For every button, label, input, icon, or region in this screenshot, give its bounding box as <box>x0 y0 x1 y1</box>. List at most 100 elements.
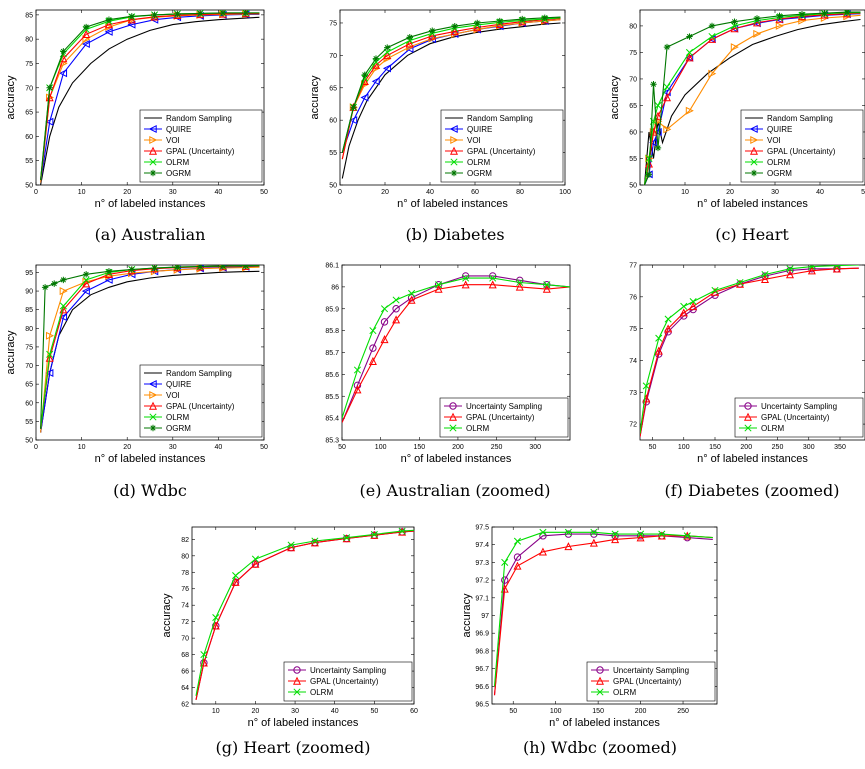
data-point <box>590 530 598 538</box>
data-point <box>349 116 358 125</box>
chart-panel-7: 10 20 30 40 50 60 62 64 66 68 70 72 74 76 78 80 82 n° of … <box>161 526 418 757</box>
data-point <box>513 553 522 561</box>
legend-label: Uncertainty Sampling <box>761 402 837 411</box>
legend-marker <box>148 124 157 134</box>
data-point <box>645 171 653 178</box>
y-tick-label: 55 <box>329 150 337 157</box>
data-point <box>382 64 391 73</box>
data-point <box>760 275 770 284</box>
legend-marker <box>596 688 604 696</box>
series-line-4 <box>643 12 861 185</box>
panel-caption: (d) Wdbc <box>113 481 187 500</box>
data-point <box>843 10 851 16</box>
legend-label: VOI <box>166 136 180 145</box>
data-point <box>564 530 573 538</box>
x-tick-label: 100 <box>375 444 387 451</box>
data-point <box>128 266 135 273</box>
data-point <box>380 305 389 313</box>
data-point <box>60 48 67 55</box>
data-point <box>680 302 688 310</box>
legend-marker <box>148 146 158 155</box>
data-point <box>353 385 362 394</box>
data-point <box>287 543 296 552</box>
data-point <box>82 29 91 39</box>
data-point <box>654 101 662 110</box>
legend: Random Sampling QUIRE VOI GPAL (Uncertainty… <box>740 109 864 183</box>
data-point <box>361 71 368 79</box>
data-point <box>46 84 53 91</box>
y-tick-label: 76 <box>181 586 189 593</box>
legend-label: OLRM <box>761 424 784 433</box>
chart-panel-3: 0 10 20 30 40 50 50 55 60 65 70 75 80 n° of labeled i… <box>609 9 865 244</box>
data-point <box>196 10 204 17</box>
data-point <box>211 621 220 630</box>
legend-marker <box>743 412 753 421</box>
legend-marker <box>450 158 458 166</box>
series-line-0 <box>342 275 570 423</box>
x-tick-label: 100 <box>559 189 571 196</box>
data-point <box>242 10 249 17</box>
series-group <box>40 265 260 433</box>
data-point <box>398 527 407 536</box>
x-axis-label: n° of labeled instances <box>401 453 512 465</box>
x-tick-label: 0 <box>338 189 342 196</box>
x-tick-label: 30 <box>291 708 299 715</box>
y-tick-label: 96.7 <box>475 666 489 673</box>
x-tick-label: 0 <box>638 189 642 196</box>
chart-panel-2: 0 20 40 60 80 100 50 55 60 65 70 75 n° of labeled in… <box>309 9 571 244</box>
x-tick-label: 40 <box>816 189 824 196</box>
data-point <box>45 368 54 377</box>
legend-label: OLRM <box>613 688 636 697</box>
x-tick-label: 100 <box>550 708 562 715</box>
data-point <box>380 335 389 344</box>
legend-marker <box>149 424 157 432</box>
x-axis-label: n° of labeled instances <box>248 717 359 729</box>
data-point <box>542 284 551 293</box>
plot-frame <box>35 264 265 441</box>
data-point <box>287 541 295 549</box>
y-tick-label: 78 <box>181 570 189 577</box>
y-tick-label: 74 <box>181 603 189 610</box>
data-point <box>707 34 717 43</box>
data-point <box>127 15 136 24</box>
y-tick-label: 72 <box>629 422 637 429</box>
x-axis-label: n° of labeled instances <box>697 198 808 210</box>
legend: Uncertainty Sampling GPAL (Uncertainty) OL… <box>283 661 413 702</box>
legend-marker <box>448 412 458 421</box>
data-point <box>350 104 357 111</box>
y-tick-label: 96.6 <box>475 684 489 691</box>
series-group <box>40 10 260 185</box>
data-point <box>104 20 113 29</box>
y-tick-label: 85.7 <box>325 350 339 357</box>
data-point <box>369 344 377 352</box>
legend: Uncertainty Sampling GPAL (Uncertainty) OL… <box>734 397 864 438</box>
data-point <box>653 127 662 136</box>
data-point <box>151 11 158 19</box>
legend-marker <box>744 402 752 410</box>
panel-caption: (b) Diabetes <box>405 225 504 244</box>
data-point <box>46 350 54 358</box>
y-tick-label: 65 <box>629 103 637 110</box>
data-point <box>407 295 416 304</box>
data-point <box>685 106 694 115</box>
x-tick-label: 0 <box>34 189 38 196</box>
series-group <box>342 272 570 423</box>
data-point <box>663 83 671 91</box>
series-group <box>643 10 861 185</box>
data-point <box>489 274 497 282</box>
panel-caption: (h) Wdbc (zoomed) <box>523 738 677 757</box>
x-axis-label: n° of labeled instances <box>697 453 808 465</box>
data-point <box>60 276 67 284</box>
data-point <box>105 16 113 23</box>
data-point <box>151 265 158 272</box>
y-axis-label: accuracy <box>161 593 173 638</box>
data-point <box>429 27 436 34</box>
plot-frame <box>35 9 265 186</box>
y-tick-label: 65 <box>25 110 33 117</box>
x-tick-label: 200 <box>635 708 647 715</box>
y-tick-label: 70 <box>329 53 337 60</box>
x-tick-label: 50 <box>509 708 517 715</box>
data-point <box>398 527 406 535</box>
